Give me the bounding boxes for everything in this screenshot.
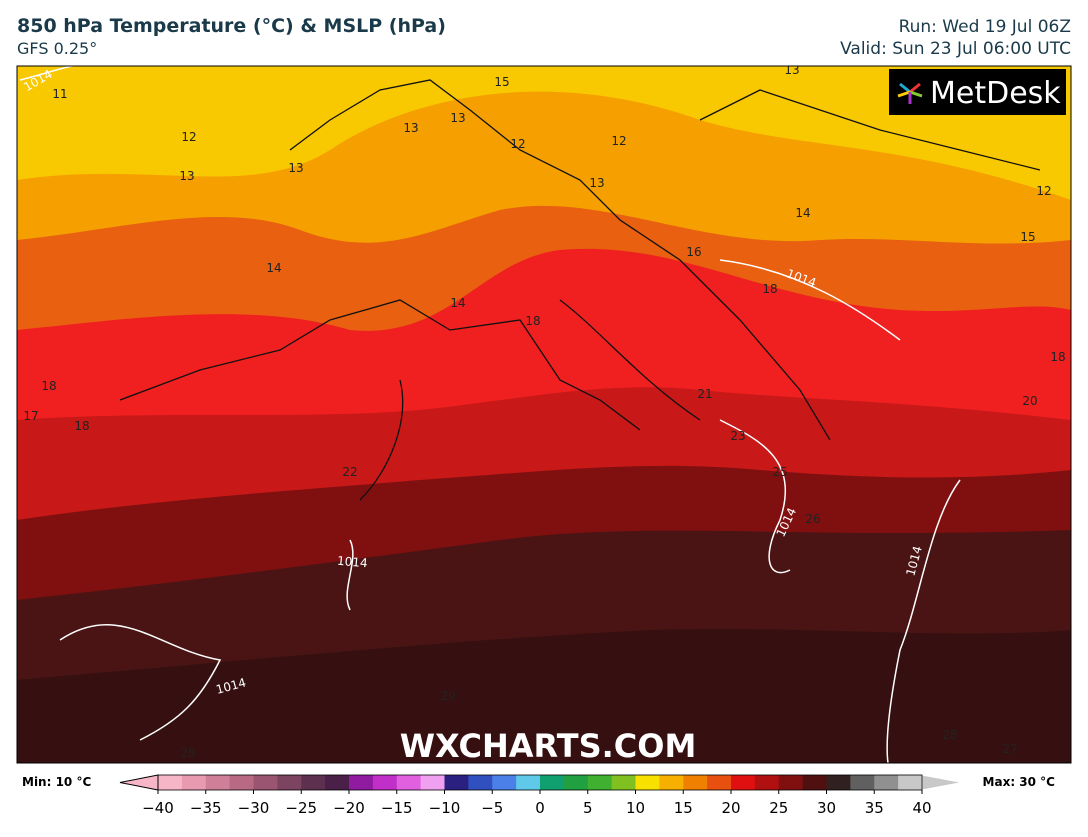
colorbar-tick-label: 35 [865, 799, 884, 817]
colorbar-swatch [181, 775, 207, 790]
contour-label: 23 [730, 429, 745, 443]
contour-label: 13 [288, 161, 303, 175]
contour-label: 18 [41, 379, 56, 393]
colorbar-tick-label: 20 [721, 799, 740, 817]
colorbar-swatch [468, 775, 493, 790]
colorbar-tick-label: −35 [190, 799, 222, 817]
colorbar-swatch [229, 775, 254, 790]
colorbar-swatch [635, 775, 660, 790]
contour-label: 15 [494, 75, 509, 89]
logo: MetDesk [930, 76, 1061, 111]
colorbar-swatch [611, 775, 636, 790]
contour-label: 12 [510, 137, 525, 151]
isobar-label: 1014 [337, 554, 369, 571]
colorbar-tick-label: −30 [238, 799, 270, 817]
colorbar-swatch [158, 775, 183, 790]
contour-label: 28 [942, 728, 957, 742]
colorbar-tick-label: −25 [285, 799, 317, 817]
colorbar-swatch [659, 775, 684, 790]
contour-label: 18 [74, 419, 89, 433]
colorbar-swatch [563, 775, 589, 790]
colorbar-swatch [253, 775, 278, 790]
colorbar-swatch [444, 775, 469, 790]
contour-label: 27 [1002, 742, 1017, 756]
colorbar-swatch [683, 775, 708, 790]
contour-label: 17 [23, 409, 38, 423]
contour-label: 11 [52, 87, 67, 101]
colorbar-swatch [731, 775, 756, 790]
colorbar-swatch [874, 775, 899, 790]
contour-label: 14 [266, 261, 281, 275]
colorbar-tick-label: 15 [674, 799, 693, 817]
colorbar-swatch [277, 775, 302, 790]
colorbar-arrow-right [921, 774, 963, 791]
colorbar-tick-label: 10 [626, 799, 645, 817]
colorbar-swatch [802, 775, 827, 790]
contour-label: 18 [1050, 350, 1065, 364]
contour-label: 18 [762, 282, 777, 296]
map: MetDesk 11 12 13 13 13 15 13 12 12 13 13 14 14 14 16 18… [17, 63, 1071, 765]
contour-label: 15 [1020, 230, 1035, 244]
contour-label: 12 [1036, 184, 1051, 198]
colorbar-swatch [898, 775, 923, 790]
colorbar-swatch [707, 775, 732, 790]
colorbar-swatch [826, 775, 851, 790]
colorbar-swatch [778, 775, 804, 790]
watermark: WXCHARTS.COM [400, 727, 697, 765]
run: Run: Wed 19 Jul 06Z [899, 17, 1071, 37]
contour-label: 20 [1022, 394, 1037, 408]
colorbar-swatch [301, 775, 326, 790]
colorbar-tick-label: −15 [381, 799, 413, 817]
contour-label: 13 [450, 111, 465, 125]
contour-label: 12 [611, 134, 626, 148]
colorbar-tick-label: 25 [769, 799, 788, 817]
contour-label: 14 [795, 206, 810, 220]
model: GFS 0.25° [17, 39, 97, 58]
colorbar-arrow-left [119, 774, 159, 791]
colorbar-tick-label: −20 [333, 799, 365, 817]
valid: Valid: Sun 23 Jul 06:00 UTC [840, 39, 1071, 59]
colorbar-swatch [754, 775, 780, 790]
colorbar-swatch [396, 775, 422, 790]
colorbar-tick-label: 5 [583, 799, 593, 817]
contour-label: 28 [180, 746, 195, 760]
contour-label: 29 [440, 689, 455, 703]
colorbar-swatch [325, 775, 350, 790]
contour-label: 13 [784, 63, 799, 77]
colorbar-tick-label: 40 [912, 799, 931, 817]
contour-label: 21 [697, 387, 712, 401]
colorbar-swatch [349, 775, 374, 790]
contour-label: 18 [525, 314, 540, 328]
colorbar-swatch [850, 775, 875, 790]
contour-label: 16 [686, 245, 701, 259]
contour-label: 22 [342, 465, 357, 479]
colorbar-swatch [205, 775, 231, 790]
colorbar-tick-label: 0 [535, 799, 545, 817]
min-label: Min: 10 °C [22, 775, 91, 789]
contour-label: 26 [805, 512, 820, 526]
colorbar-swatch [587, 775, 613, 790]
colorbar-swatch [372, 775, 398, 790]
colorbar-tick-label: 30 [817, 799, 836, 817]
map-frame [16, 65, 1072, 764]
contour-label: 13 [179, 169, 194, 183]
max-label: Max: 30 °C [983, 775, 1056, 789]
colorbar-tick-label: −40 [142, 799, 174, 817]
logo-box [889, 69, 1066, 115]
colorbar-swatch [492, 775, 517, 790]
colorbar-swatch [540, 775, 565, 790]
contour-label: 13 [589, 176, 604, 190]
contour-label: 25 [772, 465, 787, 479]
title: 850 hPa Temperature (°C) & MSLP (hPa) [17, 15, 446, 37]
colorbar-tick-label: −10 [429, 799, 461, 817]
contour-label: 14 [450, 296, 465, 310]
colorbar-tick-label: −5 [481, 799, 503, 817]
contour-label: 12 [181, 130, 196, 144]
colorbar-swatch [516, 775, 541, 790]
contour-label: 13 [403, 121, 418, 135]
colorbar-swatch [420, 775, 445, 790]
